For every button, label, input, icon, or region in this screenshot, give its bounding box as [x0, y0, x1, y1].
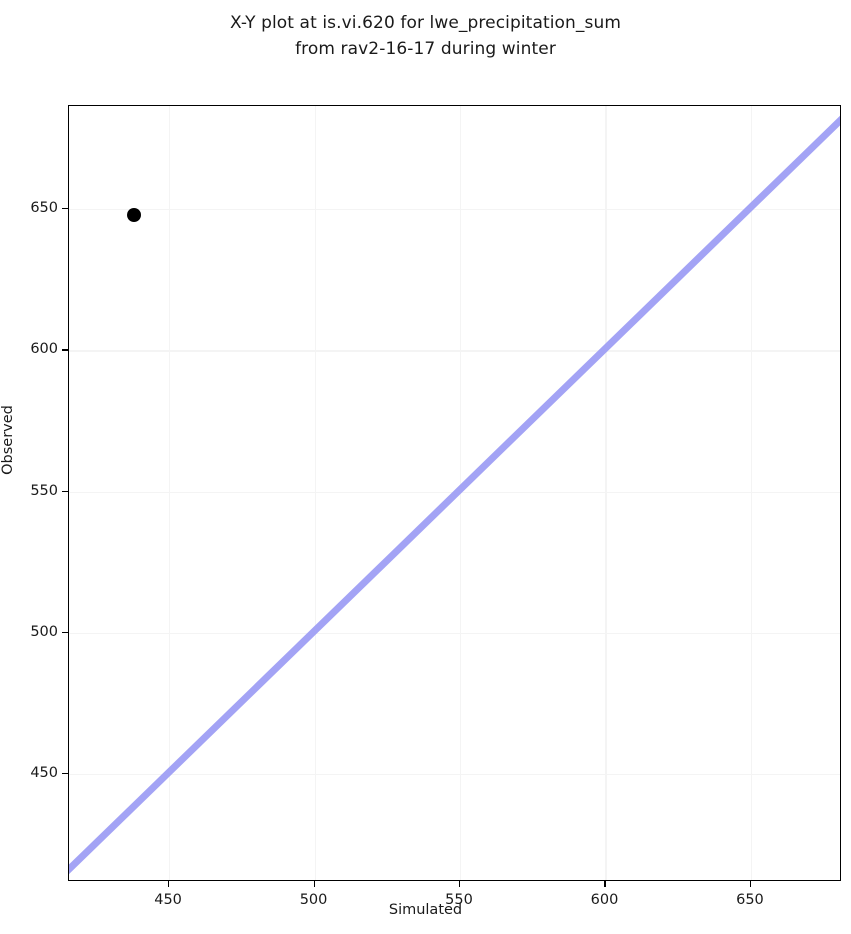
x-tick-label: 650 [736, 892, 764, 908]
gridline-horizontal [69, 774, 840, 776]
x-tick-mark [168, 881, 170, 887]
identity-line-segment [69, 115, 840, 875]
y-tick-mark [62, 631, 68, 634]
one-to-one-line [69, 115, 840, 875]
x-axis-label: Simulated [388, 902, 463, 918]
gridline-horizontal [69, 350, 840, 352]
x-tick-mark [313, 881, 315, 887]
x-tick-mark [459, 881, 461, 887]
x-tick-label: 600 [590, 892, 619, 908]
y-tick-label: 650 [30, 200, 58, 217]
x-tick-mark [749, 881, 752, 887]
y-tick-mark [62, 773, 68, 775]
y-tick-label: 450 [30, 765, 58, 782]
x-tick-mark [604, 881, 606, 887]
chart-title: X-Y plot at is.vi.620 for lwe_precipitat… [229, 13, 622, 59]
y-axis-label: Observed [0, 405, 16, 475]
x-tick-label: 500 [299, 892, 328, 908]
gridline-vertical [314, 106, 316, 880]
x-tick-label: 550 [445, 892, 473, 908]
gridline-horizontal [69, 632, 840, 635]
scatter-point[interactable] [127, 207, 142, 222]
gridline-vertical [169, 106, 171, 880]
gridline-vertical [605, 106, 607, 880]
gridline-horizontal [69, 209, 840, 211]
x-tick-label: 450 [154, 892, 182, 908]
y-tick-label: 600 [30, 341, 58, 358]
plot-area[interactable] [68, 105, 841, 881]
y-tick-mark [62, 490, 68, 492]
y-tick-label: 550 [30, 482, 58, 499]
gridline-vertical [750, 106, 753, 880]
y-tick-label: 500 [30, 623, 58, 640]
y-tick-mark [62, 349, 68, 351]
y-tick-mark [62, 208, 68, 210]
